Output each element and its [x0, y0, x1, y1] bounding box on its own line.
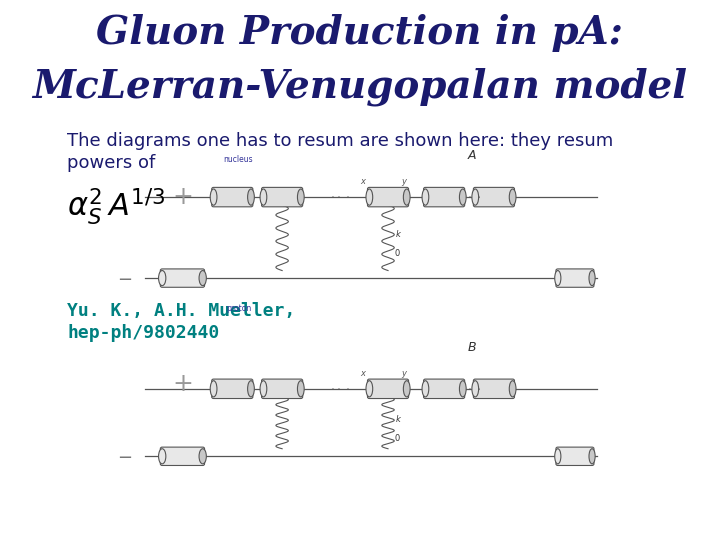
FancyBboxPatch shape: [423, 187, 464, 207]
FancyBboxPatch shape: [261, 379, 302, 399]
Text: McLerran-Venugopalan model: McLerran-Venugopalan model: [32, 68, 688, 106]
Ellipse shape: [248, 381, 254, 397]
Ellipse shape: [366, 189, 373, 205]
FancyBboxPatch shape: [212, 379, 253, 399]
Ellipse shape: [422, 189, 429, 205]
Ellipse shape: [403, 189, 410, 205]
Text: x: x: [361, 369, 366, 378]
FancyBboxPatch shape: [161, 269, 204, 287]
FancyBboxPatch shape: [473, 187, 515, 207]
Text: $\cdot\cdot\cdot$: $\cdot\cdot\cdot$: [330, 382, 350, 395]
Ellipse shape: [199, 449, 207, 464]
FancyBboxPatch shape: [556, 269, 594, 287]
Text: 0: 0: [395, 249, 400, 258]
Text: $\cdot\cdot\cdot$: $\cdot\cdot\cdot$: [330, 190, 350, 203]
Text: $\cdot\cdot\cdot$: $\cdot\cdot\cdot$: [461, 190, 481, 203]
FancyBboxPatch shape: [367, 187, 408, 207]
Ellipse shape: [403, 381, 410, 397]
Ellipse shape: [589, 449, 595, 464]
Text: $+$: $+$: [172, 373, 192, 396]
Ellipse shape: [509, 381, 516, 397]
Ellipse shape: [554, 271, 561, 286]
FancyBboxPatch shape: [261, 187, 302, 207]
FancyBboxPatch shape: [473, 379, 515, 399]
Ellipse shape: [472, 189, 479, 205]
Text: $+$: $+$: [172, 185, 192, 209]
Ellipse shape: [509, 189, 516, 205]
Text: k: k: [396, 231, 401, 239]
Ellipse shape: [422, 381, 429, 397]
Ellipse shape: [158, 449, 166, 464]
FancyBboxPatch shape: [212, 187, 253, 207]
FancyBboxPatch shape: [161, 447, 204, 465]
Ellipse shape: [459, 189, 466, 205]
Ellipse shape: [297, 189, 304, 205]
FancyBboxPatch shape: [556, 447, 594, 465]
Ellipse shape: [366, 381, 373, 397]
Text: y: y: [401, 177, 406, 186]
Text: $\cdot\cdot\cdot$: $\cdot\cdot\cdot$: [461, 382, 481, 395]
Text: $\alpha_S^2\, A^{1/3}$: $\alpha_S^2\, A^{1/3}$: [67, 186, 166, 227]
Text: powers of: powers of: [67, 154, 156, 172]
Text: k: k: [396, 415, 401, 424]
Ellipse shape: [260, 189, 267, 205]
Text: A: A: [468, 149, 477, 162]
Text: B: B: [468, 341, 477, 354]
Ellipse shape: [248, 189, 254, 205]
Text: Gluon Production in pA:: Gluon Production in pA:: [96, 14, 624, 51]
Ellipse shape: [158, 271, 166, 286]
Text: hep-ph/9802440: hep-ph/9802440: [67, 324, 220, 342]
Ellipse shape: [297, 381, 304, 397]
Text: y: y: [401, 369, 406, 378]
Ellipse shape: [199, 271, 207, 286]
Ellipse shape: [589, 271, 595, 286]
Ellipse shape: [554, 449, 561, 464]
Text: Yu. K., A.H. Mueller,: Yu. K., A.H. Mueller,: [67, 302, 296, 320]
Ellipse shape: [459, 381, 466, 397]
Ellipse shape: [210, 189, 217, 205]
Text: proton: proton: [226, 304, 251, 313]
Text: $-$: $-$: [117, 447, 132, 465]
Text: x: x: [361, 177, 366, 186]
Ellipse shape: [210, 381, 217, 397]
Ellipse shape: [260, 381, 267, 397]
FancyBboxPatch shape: [367, 379, 408, 399]
Text: nucleus: nucleus: [224, 154, 253, 164]
Text: 0: 0: [395, 434, 400, 443]
Text: $-$: $-$: [117, 269, 132, 287]
Ellipse shape: [472, 381, 479, 397]
Text: The diagrams one has to resum are shown here: they resum: The diagrams one has to resum are shown …: [67, 132, 613, 150]
FancyBboxPatch shape: [423, 379, 464, 399]
